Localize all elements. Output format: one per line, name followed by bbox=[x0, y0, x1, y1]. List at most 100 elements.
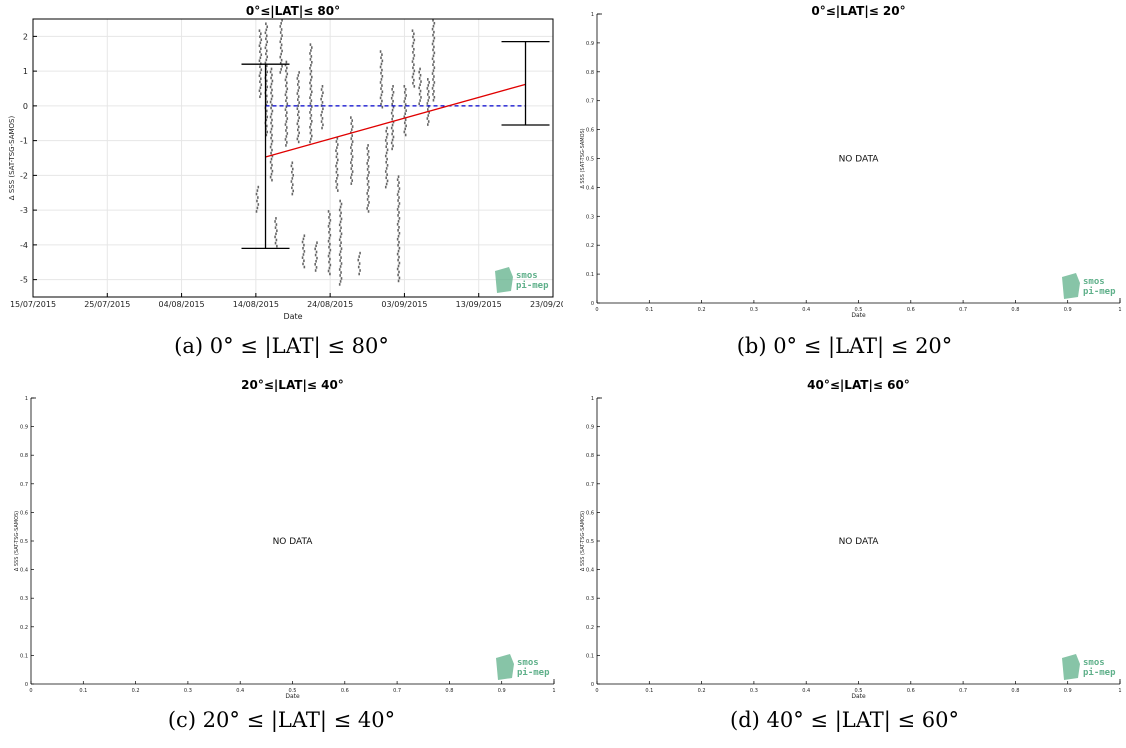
y-tick-label: 1 bbox=[23, 67, 28, 76]
data-point bbox=[397, 220, 400, 223]
data-point bbox=[411, 60, 414, 63]
data-point bbox=[280, 22, 282, 25]
data-point bbox=[259, 41, 262, 45]
data-point bbox=[397, 205, 400, 208]
data-point bbox=[386, 126, 388, 130]
data-point bbox=[381, 99, 383, 103]
data-point bbox=[265, 49, 268, 53]
data-point bbox=[397, 249, 400, 253]
data-point bbox=[279, 25, 282, 28]
data-point bbox=[310, 93, 312, 97]
data-point bbox=[275, 238, 278, 242]
data-point bbox=[265, 73, 268, 77]
data-point bbox=[275, 223, 278, 226]
y-tick-label: 0.3 bbox=[586, 214, 594, 220]
data-point bbox=[381, 74, 384, 78]
data-point bbox=[269, 160, 272, 164]
y-tick-label: 0.1 bbox=[586, 653, 594, 659]
data-point bbox=[271, 79, 274, 83]
data-point bbox=[301, 256, 304, 259]
data-point bbox=[385, 182, 388, 186]
data-point bbox=[427, 78, 429, 81]
data-point bbox=[380, 56, 382, 60]
data-point bbox=[269, 175, 272, 179]
data-point bbox=[336, 152, 339, 156]
data-point bbox=[366, 168, 369, 171]
data-point bbox=[398, 261, 401, 265]
data-point bbox=[412, 57, 415, 60]
data-point bbox=[411, 75, 414, 79]
data-point bbox=[386, 164, 389, 167]
data-point bbox=[433, 60, 435, 64]
data-point bbox=[431, 72, 434, 75]
data-point bbox=[396, 237, 399, 241]
data-point bbox=[432, 48, 434, 52]
data-point bbox=[403, 91, 406, 94]
data-point bbox=[350, 122, 353, 125]
x-tick-label: 04/08/2015 bbox=[159, 300, 205, 309]
data-point bbox=[391, 102, 393, 106]
data-point bbox=[432, 54, 435, 58]
error-bar bbox=[241, 63, 290, 250]
data-point bbox=[297, 134, 300, 138]
data-point bbox=[432, 24, 435, 28]
data-point bbox=[433, 66, 436, 69]
data-point bbox=[309, 81, 311, 85]
data-point bbox=[303, 250, 306, 253]
data-point bbox=[298, 86, 300, 89]
data-point bbox=[271, 139, 274, 143]
data-point bbox=[328, 245, 330, 249]
data-point bbox=[367, 180, 370, 183]
data-point bbox=[426, 102, 429, 105]
data-point bbox=[359, 269, 361, 272]
data-point bbox=[397, 175, 400, 178]
y-tick-label: 0.6 bbox=[586, 128, 594, 134]
data-point bbox=[310, 119, 313, 123]
data-point bbox=[419, 89, 422, 93]
data-point bbox=[351, 149, 353, 152]
data-point bbox=[338, 223, 341, 227]
data-point bbox=[368, 171, 370, 174]
data-point bbox=[413, 47, 415, 51]
x-tick-label: 0.7 bbox=[393, 688, 401, 694]
data-point bbox=[432, 33, 434, 37]
data-point bbox=[384, 154, 387, 158]
data-point bbox=[367, 144, 369, 147]
x-tick-label: 15/07/2015 bbox=[10, 300, 56, 309]
data-point bbox=[270, 142, 273, 146]
data-point bbox=[279, 46, 282, 50]
data-point bbox=[259, 80, 261, 84]
data-point bbox=[266, 55, 269, 59]
data-point bbox=[433, 45, 435, 49]
logo-text-smos: smos bbox=[1083, 277, 1105, 287]
data-point bbox=[265, 58, 268, 62]
data-point bbox=[303, 265, 306, 269]
x-tick-label: 14/08/2015 bbox=[233, 300, 279, 309]
data-point bbox=[392, 99, 394, 103]
data-point bbox=[403, 106, 406, 109]
chart-title: 40°≤|LAT|≤ 60° bbox=[807, 378, 910, 392]
logo-text-pimep: pi-mep bbox=[1083, 667, 1116, 678]
data-point bbox=[386, 179, 389, 183]
data-point bbox=[386, 173, 388, 176]
data-point bbox=[281, 19, 283, 22]
data-point bbox=[316, 241, 318, 244]
data-point bbox=[381, 53, 383, 56]
data-point bbox=[284, 138, 287, 141]
data-point bbox=[392, 85, 394, 88]
data-point bbox=[432, 93, 434, 96]
data-point bbox=[329, 227, 331, 231]
data-point bbox=[291, 177, 294, 180]
data-point bbox=[386, 148, 389, 152]
x-tick-label: 0.1 bbox=[645, 307, 653, 313]
data-point bbox=[366, 207, 368, 210]
data-point bbox=[398, 240, 400, 244]
x-tick-label: 1 bbox=[1118, 688, 1121, 694]
data-point bbox=[310, 63, 312, 67]
data-point bbox=[418, 92, 421, 96]
y-tick-label: 2 bbox=[23, 32, 28, 41]
data-point bbox=[280, 28, 283, 31]
data-point bbox=[340, 202, 343, 206]
data-point bbox=[412, 41, 415, 45]
